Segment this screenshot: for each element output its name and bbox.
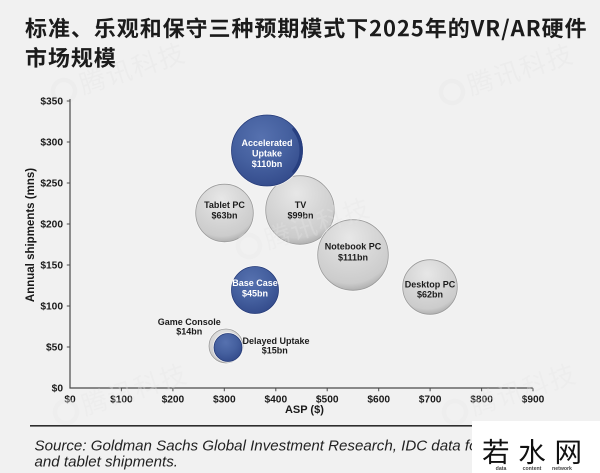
svg-text:$100: $100	[40, 302, 63, 313]
svg-text:data: data	[496, 466, 507, 472]
svg-text:$200: $200	[162, 395, 185, 406]
svg-text:Base Case: Base Case	[232, 278, 278, 288]
svg-text:$900: $900	[522, 395, 545, 406]
svg-text:Accelerated: Accelerated	[241, 138, 292, 148]
svg-text:$14bn: $14bn	[176, 327, 202, 337]
svg-text:Source: Goldman Sachs Global I: Source: Goldman Sachs Global Investment …	[35, 438, 478, 455]
svg-text:TV: TV	[295, 200, 307, 210]
svg-text:$400: $400	[264, 395, 287, 406]
svg-text:ASP ($): ASP ($)	[285, 404, 324, 416]
svg-text:Tablet PC: Tablet PC	[204, 200, 245, 210]
svg-text:$500: $500	[316, 395, 339, 406]
svg-text:$111bn: $111bn	[338, 253, 368, 263]
svg-text:$700: $700	[419, 395, 442, 406]
svg-text:$63bn: $63bn	[211, 211, 237, 221]
svg-text:$110bn: $110bn	[252, 159, 283, 169]
svg-text:$100: $100	[110, 395, 133, 406]
svg-text:$15bn: $15bn	[262, 346, 288, 356]
svg-text:$350: $350	[40, 97, 63, 108]
svg-text:Delayed Uptake: Delayed Uptake	[242, 336, 309, 346]
svg-text:$150: $150	[40, 261, 63, 272]
svg-text:Desktop PC: Desktop PC	[405, 279, 456, 289]
svg-text:$62bn: $62bn	[417, 290, 443, 300]
svg-text:$200: $200	[40, 220, 63, 231]
svg-text:$600: $600	[367, 395, 390, 406]
svg-text:$45bn: $45bn	[242, 289, 268, 299]
svg-text:and tablet shipments.: and tablet shipments.	[35, 454, 178, 471]
svg-text:Game Console: Game Console	[158, 317, 221, 327]
svg-text:Uptake: Uptake	[252, 149, 282, 159]
svg-text:$250: $250	[40, 179, 63, 190]
svg-text:network: network	[552, 466, 572, 472]
svg-text:$300: $300	[213, 395, 236, 406]
svg-text:Notebook PC: Notebook PC	[325, 241, 382, 251]
svg-text:Annual shipments (mns): Annual shipments (mns)	[25, 168, 37, 302]
svg-text:$99bn: $99bn	[287, 211, 313, 221]
svg-text:content: content	[523, 466, 542, 472]
svg-text:$0: $0	[52, 384, 64, 395]
svg-text:$50: $50	[46, 343, 63, 354]
svg-text:$300: $300	[40, 138, 63, 149]
